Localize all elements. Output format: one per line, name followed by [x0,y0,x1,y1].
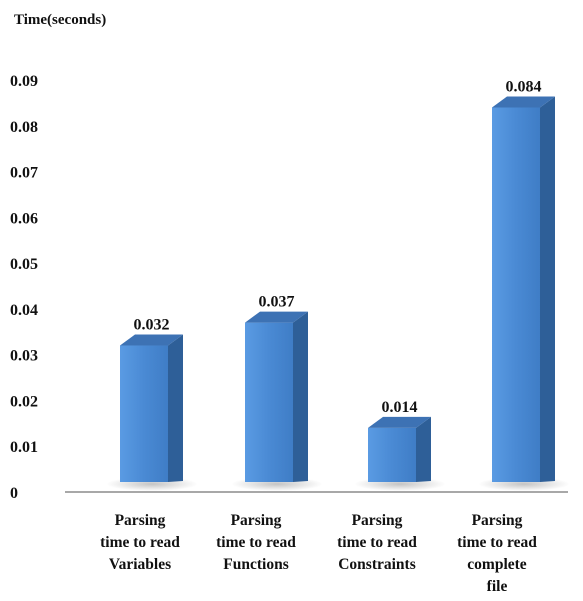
category-label-line: complete [467,556,527,573]
category-label-line: time to read [337,534,417,551]
data-label: 0.037 [259,294,295,311]
y-tick-label: 0.02 [10,393,38,410]
bar-front-face [492,107,540,482]
bar-front-face [245,322,293,482]
category-labels: Parsing time to read Variables Parsing time … [100,512,537,595]
data-label: 0.084 [506,78,542,95]
y-tick-label: 0.08 [10,119,38,136]
bar-front-face [368,427,416,482]
category-label: Parsing time to read complete file [457,512,537,595]
bar-top-face [492,96,555,108]
category-label-line: Variables [109,556,171,573]
y-tick-labels: 0 0.01 0.02 0.03 0.04 0.05 0.06 0.07 0.08 0.09 [10,73,38,502]
category-label-line: Parsing [115,512,166,529]
category-label: Parsing time to read Variables [100,512,180,573]
bar-top-face [245,311,308,323]
category-label-line: file [487,578,508,595]
bar [354,416,446,491]
category-label-line: Functions [223,556,288,573]
category-label-line: Parsing [472,512,523,529]
bar-side-face [540,96,555,482]
category-label-line: time to read [100,534,180,551]
category-label-line: time to read [216,534,296,551]
category-label-line: Constraints [338,556,416,573]
bar-side-face [293,311,308,482]
category-label-line: time to read [457,534,537,551]
data-labels: 0.032 0.037 0.014 0.084 [134,78,542,415]
bar [478,96,570,491]
category-label: Parsing time to read Functions [216,512,296,573]
y-tick-label: 0.03 [10,348,38,365]
y-tick-label: 0.07 [10,165,38,182]
bar-front-face [120,345,168,482]
y-tick-label: 0.04 [10,302,38,319]
bar [231,311,323,491]
bar [106,334,198,491]
y-tick-label: 0.06 [10,210,38,227]
bars [106,96,570,491]
data-label: 0.032 [134,317,170,334]
y-axis-label: Time(seconds) [14,12,106,28]
y-tick-label: 0.05 [10,256,38,273]
bar-side-face [416,416,431,482]
bar-top-face [368,416,431,428]
bar-side-face [168,334,183,482]
y-tick-label: 0.09 [10,73,38,90]
data-label: 0.014 [382,399,418,416]
category-label-line: Parsing [231,512,282,529]
y-tick-label: 0.01 [10,439,38,456]
y-tick-label: 0 [10,485,18,502]
bar-top-face [120,334,183,346]
category-label-line: Parsing [352,512,403,529]
category-label: Parsing time to read Constraints [337,512,417,573]
